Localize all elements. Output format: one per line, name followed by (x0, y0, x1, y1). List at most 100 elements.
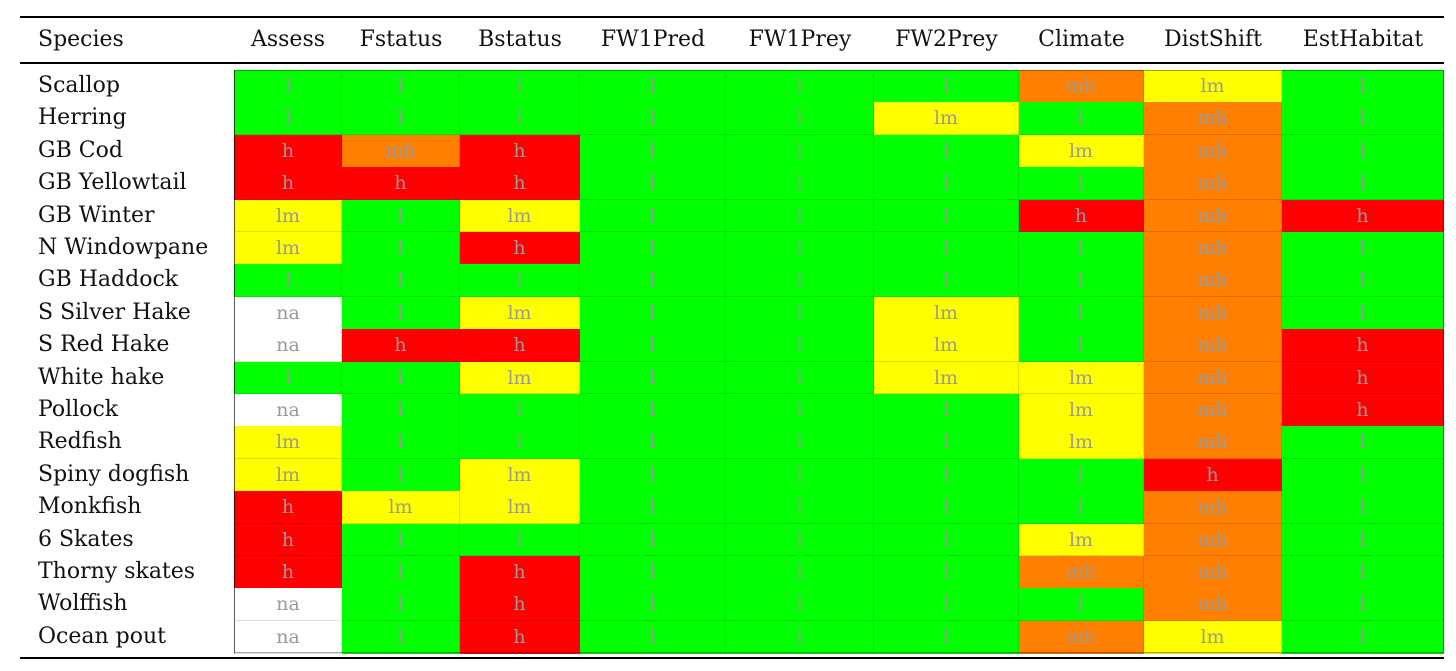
table-cell-distshift: mh (1144, 361, 1282, 395)
table-cell-esthabitat: l (1282, 70, 1444, 103)
row-species-label: Redfish (38, 429, 122, 455)
table-cell-fw1prey: l (726, 199, 874, 233)
table-cell-bstatus: h (460, 167, 580, 201)
table-cell-fw2prey: l (874, 167, 1019, 201)
table-cell-assess: l (234, 264, 342, 298)
table-cell-distshift: mh (1144, 134, 1282, 168)
table-cell-assess: h (234, 167, 342, 201)
table-cell-assess: l (234, 361, 342, 395)
table-cell-fstatus: l (342, 588, 460, 622)
row-species-label: GB Yellowtail (38, 170, 187, 196)
table-cell-bstatus: h (460, 556, 580, 589)
table-cell-fstatus: h (342, 329, 460, 363)
table-cell-esthabitat: l (1282, 167, 1444, 201)
table-cell-esthabitat: h (1282, 329, 1444, 363)
table-cell-climate: l (1019, 232, 1144, 265)
table-cell-assess: na (234, 394, 342, 427)
table-cell-bstatus: l (460, 264, 580, 298)
table-cell-esthabitat: l (1282, 588, 1444, 622)
table-cell-climate: l (1019, 491, 1144, 525)
row-species-label: Pollock (38, 397, 119, 422)
table-cell-fw1prey: l (726, 458, 874, 492)
row-species-label: GB Cod (38, 137, 123, 163)
table-cell-distshift: mh (1144, 232, 1282, 265)
table-cell-fw1prey: l (726, 426, 874, 460)
table-cell-fw1prey: l (726, 394, 874, 427)
table-cell-distshift: mh (1144, 167, 1282, 201)
table-cell-bstatus: lm (460, 361, 580, 395)
table-cell-assess: na (234, 588, 342, 622)
row-species-label: S Red Hake (38, 332, 170, 358)
table-cell-bstatus: h (460, 134, 580, 168)
row-species-label: Ocean pout (38, 623, 166, 649)
table-cell-esthabitat: l (1282, 620, 1444, 654)
table-cell-climate: mh (1019, 620, 1144, 654)
table-cell-climate: l (1019, 296, 1144, 330)
table-cell-fstatus: l (342, 556, 460, 589)
table-cell-fw1pred: l (580, 329, 726, 363)
table-cell-fw2prey: l (874, 588, 1019, 622)
table-cell-fw1prey: l (726, 491, 874, 525)
table-cell-fstatus: l (342, 296, 460, 330)
column-header-climate: Climate (1038, 27, 1125, 52)
table-cell-climate: mh (1019, 70, 1144, 103)
table-cell-fw1pred: l (580, 458, 726, 492)
column-header-assess: Assess (250, 27, 326, 52)
table-cell-esthabitat: l (1282, 232, 1444, 265)
table-cell-fstatus: l (342, 458, 460, 492)
table-cell-fstatus: l (342, 199, 460, 233)
table-cell-distshift: mh (1144, 102, 1282, 136)
table-cell-fstatus: l (342, 70, 460, 103)
table-cell-bstatus: h (460, 620, 580, 654)
table-cell-fw1prey: l (726, 70, 874, 103)
table-cell-esthabitat: h (1282, 361, 1444, 395)
column-header-species: Species (38, 27, 124, 52)
table-cell-fw1pred: l (580, 491, 726, 525)
table-cell-fw1pred: l (580, 394, 726, 427)
table-cell-fw1prey: l (726, 232, 874, 265)
table-cell-fw2prey: l (874, 491, 1019, 525)
table-cell-assess: lm (234, 199, 342, 233)
column-header-esthabitat: EstHabitat (1302, 27, 1424, 52)
table-cell-fw1prey: l (726, 361, 874, 395)
table-cell-esthabitat: l (1282, 102, 1444, 136)
table-cell-esthabitat: l (1282, 458, 1444, 492)
table-cell-fw2prey: l (874, 232, 1019, 265)
table-cell-fw1pred: l (580, 556, 726, 589)
row-species-label: 6 Skates (38, 526, 134, 552)
table-cell-fw1pred: l (580, 232, 726, 265)
table-cell-assess: h (234, 523, 342, 557)
table-cell-distshift: mh (1144, 329, 1282, 363)
table-cell-climate: mh (1019, 556, 1144, 589)
column-header-fw1pred: FW1Pred (600, 27, 706, 52)
table-cell-assess: lm (234, 426, 342, 460)
table-cell-assess: lm (234, 458, 342, 492)
row-species-label: GB Haddock (38, 267, 179, 293)
table-cell-fw2prey: l (874, 199, 1019, 233)
table-cell-fstatus: l (342, 394, 460, 427)
row-species-label: Scallop (38, 73, 120, 98)
table-cell-fstatus: l (342, 264, 460, 298)
table-cell-bstatus: lm (460, 458, 580, 492)
table-cell-bstatus: lm (460, 199, 580, 233)
row-species-label: S Silver Hake (38, 299, 191, 325)
table-bottom-rule (20, 657, 1444, 659)
column-header-fw1prey: FW1Prey (748, 27, 852, 52)
table-cell-fstatus: l (342, 620, 460, 654)
table-cell-assess: h (234, 491, 342, 525)
table-cell-esthabitat: l (1282, 134, 1444, 168)
table-cell-assess: na (234, 620, 342, 654)
table-cell-distshift: mh (1144, 296, 1282, 330)
table-cell-fstatus: l (342, 102, 460, 136)
table-cell-fw1prey: l (726, 329, 874, 363)
table-cell-fw2prey: lm (874, 296, 1019, 330)
table-cell-bstatus: h (460, 329, 580, 363)
table-cell-bstatus: l (460, 102, 580, 136)
table-cell-climate: l (1019, 588, 1144, 622)
table-cell-climate: lm (1019, 523, 1144, 557)
table-cell-bstatus: h (460, 232, 580, 265)
table-cell-fstatus: l (342, 232, 460, 265)
table-cell-assess: na (234, 329, 342, 363)
table-cell-fw2prey: lm (874, 361, 1019, 395)
row-species-label: Wolffish (38, 591, 128, 617)
